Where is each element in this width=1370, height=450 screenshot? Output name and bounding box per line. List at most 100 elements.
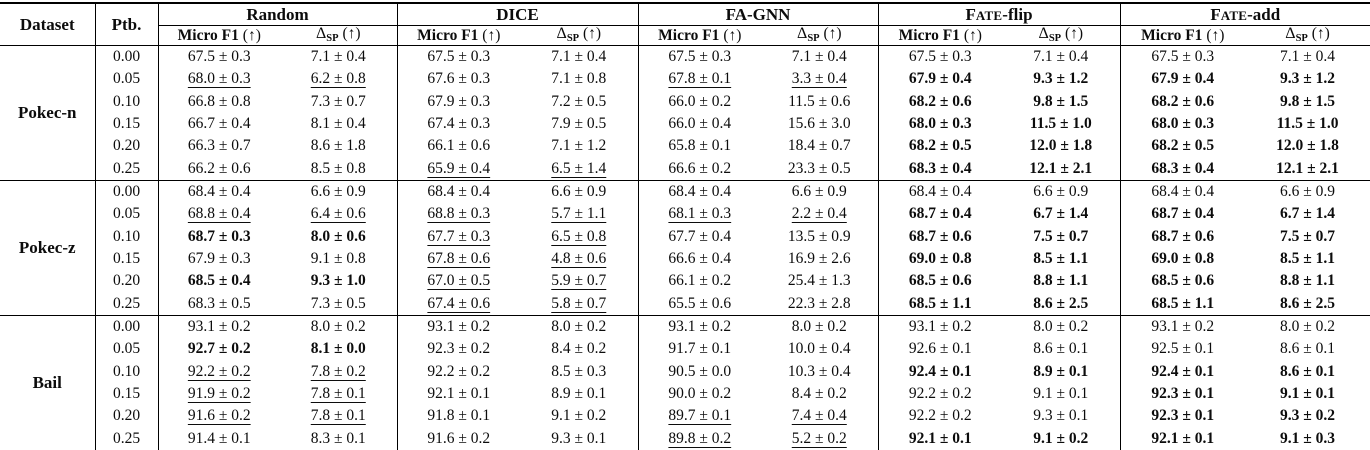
value-cell: 15.6 ± 3.0 (761, 112, 879, 135)
value-cell: 8.0 ± 0.2 (1002, 314, 1121, 338)
value-cell: 66.0 ± 0.4 (668, 114, 732, 132)
table-row: Bail 0.00 93.1 ± 0.2 8.0 ± 0.2 93.1 ± 0.2 8.0… (0, 314, 1370, 450)
value-cell: 68.3 ± 0.5 (187, 294, 251, 312)
table-row: 0.15 66.7 ± 0.4 8.1 ± 0.4 67.4 ± 0.3 7.9 ± 0… (0, 112, 1370, 135)
smallcaps-text: ATE (975, 8, 1003, 23)
value-cell: 68.2 ± 0.5 (908, 137, 972, 155)
table-row: 0.10 68.7 ± 0.3 8.0 ± 0.6 67.7 ± 0.3 6.5 ± 0… (0, 225, 1370, 248)
value-cell: 92.2 ± 0.2 (908, 385, 972, 403)
value-cell: 8.0 ± 0.2 (280, 314, 398, 338)
value-cell: 66.1 ± 0.6 (427, 137, 491, 155)
table-row: 0.05 92.7 ± 0.2 8.1 ± 0.0 92.3 ± 0.2 8.4 ± 0… (0, 337, 1370, 361)
value-cell: 66.7 ± 0.4 (187, 114, 251, 132)
value-cell: 6.4 ± 0.6 (280, 202, 398, 226)
ptb-cell: 0.25 (95, 292, 159, 316)
value-cell: 68.2 ± 0.6 (908, 92, 972, 110)
table-row: 0.05 68.8 ± 0.4 6.4 ± 0.6 68.8 ± 0.3 5.7 ± 1… (0, 202, 1370, 226)
delta-subscript: SP (326, 33, 339, 44)
value-cell: 67.5 ± 0.3 (187, 47, 251, 65)
value-cell: 8.0 ± 0.6 (280, 225, 398, 248)
value-cell: 68.2 ± 0.6 (1151, 92, 1215, 110)
subheader-micro-f1: Micro F1 (↑) (1120, 25, 1246, 46)
up-arrow-icon: (↑) (1064, 25, 1084, 42)
ptb-cell: 0.15 (95, 247, 159, 270)
value-cell: 68.0 ± 0.3 (187, 70, 251, 88)
value-cell: 67.5 ± 0.3 (427, 47, 491, 65)
value-cell: 5.2 ± 0.2 (761, 427, 879, 450)
value-cell: 6.7 ± 1.4 (1280, 205, 1336, 223)
value-cell: 92.2 ± 0.2 (427, 362, 491, 380)
value-cell: 68.8 ± 0.4 (187, 205, 251, 223)
up-arrow-icon: (↑) (823, 25, 842, 42)
delta-subscript: SP (566, 33, 580, 44)
value-cell: 8.5 ± 0.8 (280, 157, 398, 181)
table-header: Dataset Ptb. Random DICE FA-GNN FATE-flip FA… (0, 3, 1370, 46)
table-row: 0.25 91.4 ± 0.1 8.3 ± 0.1 91.6 ± 0.2 9.3 ± 0… (0, 427, 1370, 450)
ptb-cell: 0.15 (95, 112, 159, 135)
ptb-cell: 0.05 (95, 67, 159, 91)
value-cell: 92.3 ± 0.1 (1151, 385, 1215, 403)
ptb-cell: 0.10 (95, 225, 159, 248)
value-cell: 12.0 ± 1.8 (1002, 134, 1121, 158)
value-cell: 7.1 ± 0.4 (520, 45, 639, 68)
value-cell: 9.1 ± 0.8 (280, 247, 398, 270)
value-cell: 92.4 ± 0.1 (1151, 362, 1215, 380)
up-arrow-icon: (↑) (482, 26, 501, 44)
value-cell: 91.6 ± 0.2 (427, 429, 491, 447)
value-cell: 8.8 ± 1.1 (1002, 269, 1121, 293)
subheader-delta-sp: ΔSP (↑) (1245, 25, 1370, 46)
value-cell: 91.4 ± 0.1 (187, 429, 251, 447)
group-header-random: Random (158, 3, 398, 26)
ptb-cell: 0.25 (95, 157, 159, 181)
value-cell: 68.5 ± 0.6 (908, 272, 972, 290)
delta-subscript: SP (1295, 33, 1308, 44)
value-cell: 68.2 ± 0.5 (1151, 137, 1215, 155)
ptb-cell: 0.05 (95, 337, 159, 361)
dataset-label: Pokec-n (0, 45, 96, 181)
value-cell: 9.1 ± 0.2 (520, 405, 639, 428)
value-cell: 13.5 ± 0.9 (761, 225, 879, 248)
value-cell: 92.7 ± 0.2 (187, 340, 251, 358)
ptb-cell: 0.15 (95, 382, 159, 405)
value-cell: 68.5 ± 0.4 (187, 272, 251, 290)
value-cell: 10.0 ± 0.4 (761, 337, 879, 361)
value-cell: 93.1 ± 0.2 (158, 314, 280, 338)
ptb-cell: 0.05 (95, 202, 159, 226)
value-cell: 6.2 ± 0.8 (280, 67, 398, 91)
value-cell: 8.0 ± 0.2 (761, 314, 879, 338)
value-cell: 92.2 ± 0.2 (908, 407, 972, 425)
value-cell: 68.4 ± 0.4 (638, 179, 762, 203)
value-cell: 6.6 ± 0.9 (761, 179, 879, 203)
value-cell: 8.0 ± 0.2 (1245, 314, 1370, 338)
value-cell: 3.3 ± 0.4 (761, 67, 879, 91)
value-cell: 8.6 ± 1.8 (280, 134, 398, 158)
value-cell: 10.3 ± 0.4 (761, 360, 879, 383)
value-cell: 92.1 ± 0.1 (427, 385, 491, 403)
subheader-micro-f1: Micro F1 (↑) (878, 25, 1003, 46)
value-cell: 8.6 ± 0.1 (1280, 362, 1336, 380)
subheader-delta-sp: ΔSP (↑) (761, 25, 879, 46)
delta-subscript: SP (1048, 33, 1062, 44)
value-cell: 66.3 ± 0.7 (187, 137, 251, 155)
value-cell: 67.7 ± 0.3 (427, 227, 491, 245)
value-cell: 93.1 ± 0.2 (878, 314, 1003, 338)
ptb-cell: 0.20 (95, 405, 159, 428)
value-cell: 67.7 ± 0.4 (668, 227, 732, 245)
value-cell: 68.7 ± 0.3 (187, 227, 251, 245)
value-cell: 69.0 ± 0.8 (1151, 250, 1215, 268)
delta-symbol: Δ (1285, 25, 1296, 42)
delta-symbol: Δ (556, 25, 567, 42)
subheader-micro-f1: Micro F1 (↑) (638, 25, 762, 46)
value-cell: 8.5 ± 1.1 (1280, 250, 1336, 268)
value-cell: 68.4 ± 0.4 (878, 179, 1003, 203)
up-arrow-icon: (↑) (1311, 25, 1330, 42)
value-cell: 67.5 ± 0.3 (908, 47, 972, 65)
ptb-cell: 0.20 (95, 269, 159, 293)
value-cell: 65.8 ± 0.1 (668, 137, 732, 155)
subheader-delta-sp: ΔSP (↑) (280, 25, 398, 46)
value-cell: 68.4 ± 0.4 (158, 179, 280, 203)
value-cell: 8.1 ± 0.4 (280, 112, 398, 135)
delta-symbol: Δ (316, 25, 327, 42)
